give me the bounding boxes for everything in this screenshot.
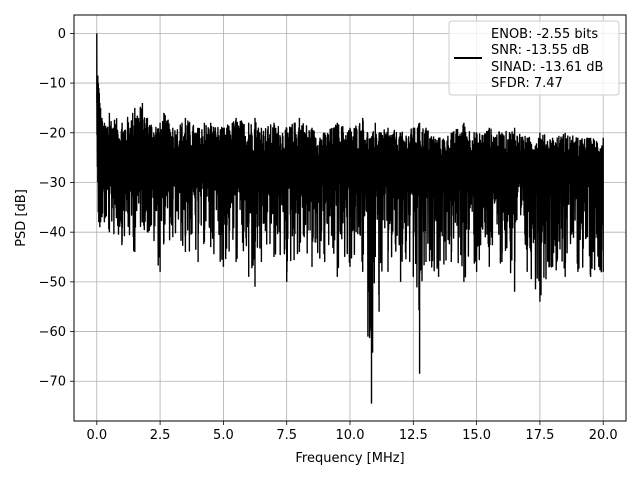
y-tick-label: −50: [39, 275, 66, 290]
x-tick-label: 7.5: [276, 428, 297, 443]
x-tick-label: 17.5: [525, 428, 554, 443]
legend-entry-sinad: SINAD: -13.61 dB: [491, 60, 603, 75]
x-tick-label: 2.5: [150, 428, 171, 443]
x-axis-label: Frequency [MHz]: [295, 451, 404, 466]
legend-box: [448, 20, 620, 96]
x-tick-label: 12.5: [399, 428, 428, 443]
y-tick-label: −70: [39, 375, 66, 390]
y-axis-ticks: 0 −10 −20 −30 −40 −50 −60 −70: [39, 27, 74, 390]
y-tick-label: −40: [39, 226, 66, 241]
x-axis-ticks: 0.0 2.5 5.0 7.5 10.0 12.5 15.0 17.5 20.0: [86, 421, 618, 443]
legend: ENOB: -2.55 bits SNR: -13.55 dB SINAD: -…: [448, 20, 620, 96]
y-tick-label: 0: [58, 27, 66, 42]
legend-entry-sfdr: SFDR: 7.47: [491, 76, 563, 91]
y-axis-label: PSD [dB]: [14, 189, 29, 247]
x-tick-label: 20.0: [589, 428, 618, 443]
y-tick-label: −30: [39, 176, 66, 191]
x-tick-label: 0.0: [86, 428, 107, 443]
x-tick-label: 15.0: [462, 428, 491, 443]
x-tick-label: 5.0: [213, 428, 234, 443]
psd-series-line: [96, 33, 604, 404]
legend-entry-snr: SNR: -13.55 dB: [491, 43, 589, 58]
plot-area: [96, 33, 604, 404]
y-tick-label: −60: [39, 325, 66, 340]
y-tick-label: −10: [39, 77, 66, 92]
x-tick-label: 10.0: [336, 428, 365, 443]
y-tick-label: −20: [39, 126, 66, 141]
legend-entry-enob: ENOB: -2.55 bits: [491, 27, 598, 42]
